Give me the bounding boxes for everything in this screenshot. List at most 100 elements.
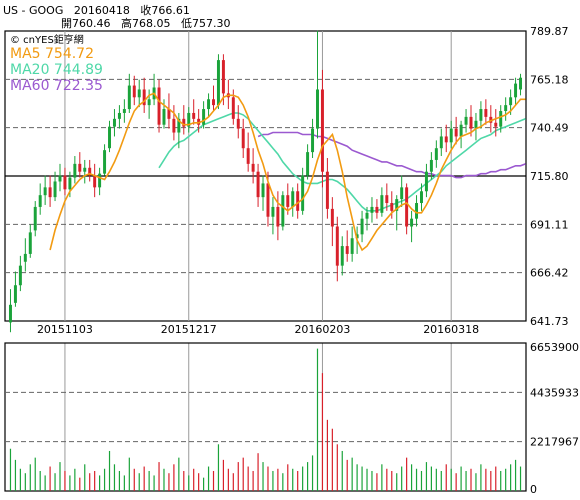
candle-body (494, 122, 498, 127)
candle-body (499, 111, 503, 127)
candle-body (112, 118, 116, 127)
candle-body (385, 195, 389, 204)
candle-body (23, 253, 27, 262)
candle-body (429, 159, 433, 172)
candle-body (459, 124, 463, 137)
candle-body (479, 109, 483, 121)
candle-body (212, 99, 215, 106)
candle-body (231, 97, 235, 119)
candle-body (405, 187, 409, 227)
candle-body (311, 128, 315, 153)
candle-body (330, 208, 334, 227)
candle-body (18, 265, 22, 286)
candle-body (137, 89, 141, 98)
candle-body (127, 85, 131, 110)
open-price: 開760.46 (61, 17, 111, 30)
candle-body (53, 181, 57, 198)
candle-body (390, 203, 394, 211)
candle-body (375, 206, 379, 213)
symbol: US - GOOG (3, 4, 64, 17)
candle-body (68, 177, 72, 190)
candle-body (28, 232, 32, 254)
volume-tick-label: 6653900 (530, 341, 579, 354)
candle-body (122, 109, 126, 113)
candle-body (147, 99, 151, 106)
candle-body (444, 136, 448, 143)
candle-body (38, 195, 42, 207)
candle-body (464, 116, 468, 125)
candle-body (449, 128, 453, 143)
candle-body (236, 118, 240, 129)
legend: © cnYES鉅亨網 MA5 754.72 MA20 744.89 MA60 7… (10, 31, 103, 94)
volume-plot-frame (4, 342, 527, 492)
candle-body (484, 109, 488, 117)
price-tick-label: 715.80 (530, 170, 569, 183)
candle-body (216, 60, 220, 106)
candle-body (439, 136, 443, 149)
header-line-1: US - GOOG 20160418 收766.61 (3, 2, 190, 18)
date-tick-label: 20160203 (294, 323, 350, 336)
legend-ma60: MA60 722.35 (10, 78, 103, 94)
candle-body (261, 183, 265, 198)
candle-body (187, 112, 191, 127)
candle-body (192, 112, 196, 119)
candle-body (410, 218, 414, 227)
candle-body (251, 163, 255, 172)
candle-body (271, 206, 275, 217)
candle-body (355, 234, 359, 239)
candle-body (13, 285, 17, 303)
candle-body (167, 109, 171, 119)
candle-body (207, 99, 211, 110)
candle-body (306, 152, 310, 176)
candle-body (33, 206, 37, 231)
candle-body (98, 173, 102, 188)
candle-body (291, 191, 295, 207)
candle-body (360, 218, 364, 235)
candle-body (73, 163, 77, 178)
watermark: © cnYES鉅亨網 (10, 35, 84, 46)
candle-body (103, 150, 107, 174)
price-tick-label: 740.49 (530, 122, 569, 135)
price-tick-label: 765.18 (530, 73, 569, 86)
candle-body (434, 148, 438, 160)
candle-body (415, 203, 419, 219)
candle-body (43, 187, 47, 196)
candle-body (172, 118, 176, 133)
candle-body (316, 89, 319, 129)
candle-body (514, 83, 518, 98)
candle-body (48, 187, 52, 198)
price-tick-label: 789.87 (530, 25, 569, 38)
candle-body (88, 167, 92, 176)
candle-body (117, 112, 121, 119)
high-price: 高768.05 (121, 17, 171, 30)
candle-body (58, 175, 62, 182)
candle-body (325, 171, 329, 209)
date-tick-label: 20160318 (423, 323, 479, 336)
candle-body (197, 118, 201, 125)
candle-body (350, 238, 354, 254)
candle-body (340, 246, 344, 266)
candle-body (301, 175, 305, 211)
candle-body (177, 118, 181, 133)
close-price: 收766.61 (140, 4, 190, 17)
candle-body (182, 118, 186, 127)
candle-body (469, 116, 473, 129)
candle-body (142, 89, 146, 106)
ma20-line (158, 112, 526, 212)
quote-date: 20160418 (73, 4, 130, 17)
candle-body (241, 128, 245, 149)
candle-body (256, 171, 260, 198)
legend-ma5: MA5 754.72 (10, 46, 94, 62)
volume-tick-label: 4435933 (530, 386, 579, 399)
candle-body (454, 128, 458, 137)
candle-body (63, 175, 67, 190)
candle-body (78, 163, 82, 172)
volume-panel: 6653900 4435933 2217967 0 (4, 341, 579, 496)
price-tick-label: 666.42 (530, 267, 569, 280)
date-tick-label: 20151103 (37, 323, 93, 336)
candle-body (380, 195, 384, 213)
candle-body (246, 148, 250, 164)
candle-body (365, 212, 369, 219)
candle-body (296, 191, 300, 211)
